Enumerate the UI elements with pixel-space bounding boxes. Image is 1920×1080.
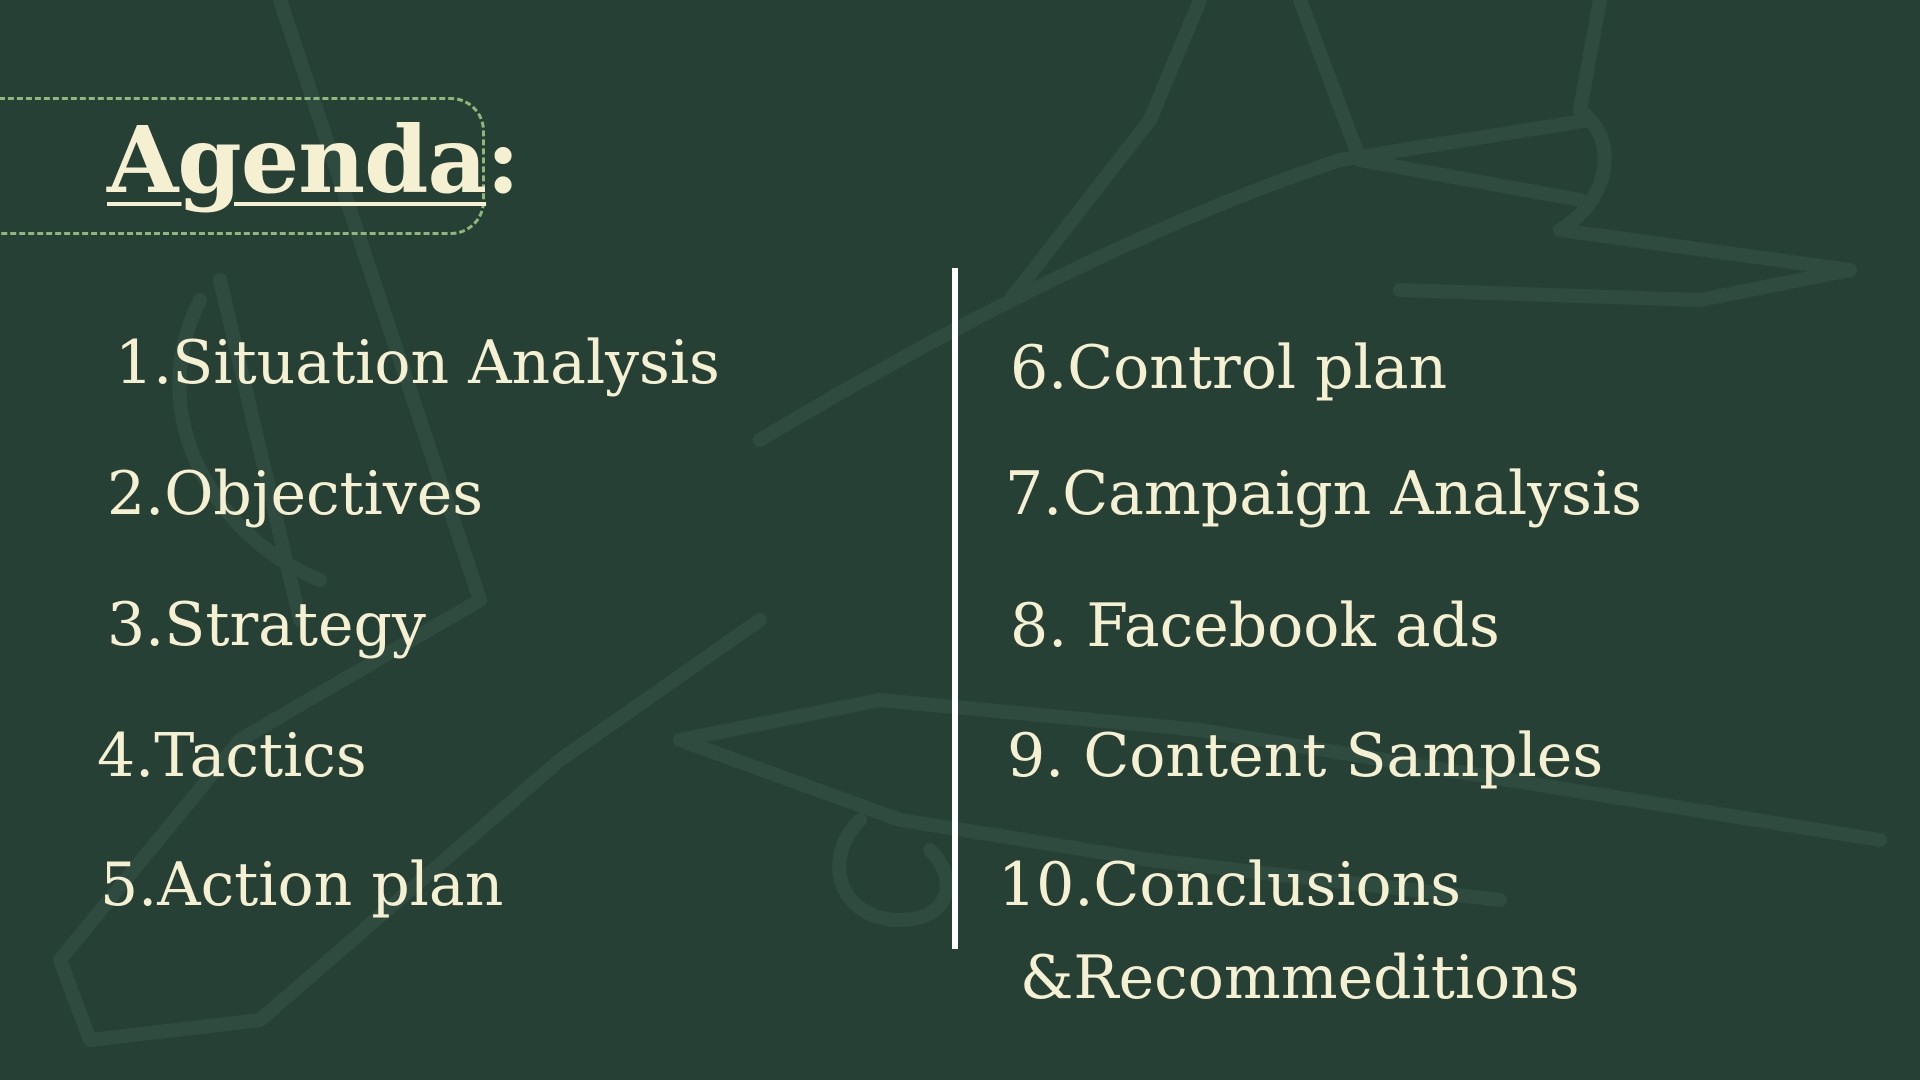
page-title: Agenda: xyxy=(107,100,520,220)
agenda-item-10: 10.Conclusions xyxy=(998,850,1462,920)
agenda-item-8: 8. Facebook ads xyxy=(1010,591,1500,661)
agenda-item-5: 5.Action plan xyxy=(100,850,504,920)
agenda-item-9: 9. Content Samples xyxy=(1007,721,1604,791)
title-colon: : xyxy=(486,106,520,214)
agenda-item-3: 3.Strategy xyxy=(107,590,426,660)
title-text: Agenda xyxy=(107,106,487,214)
title-frame xyxy=(0,97,485,235)
agenda-item-6: 6.Control plan xyxy=(1010,333,1448,403)
agenda-item-4: 4.Tactics xyxy=(97,721,367,791)
agenda-item-2: 2.Objectives xyxy=(107,459,484,529)
agenda-item-1: 1.Situation Analysis xyxy=(115,328,720,398)
agenda-item-10-continued: &Recommeditions xyxy=(1020,943,1580,1013)
column-divider xyxy=(952,268,958,949)
agenda-item-7: 7.Campaign Analysis xyxy=(1005,459,1642,529)
